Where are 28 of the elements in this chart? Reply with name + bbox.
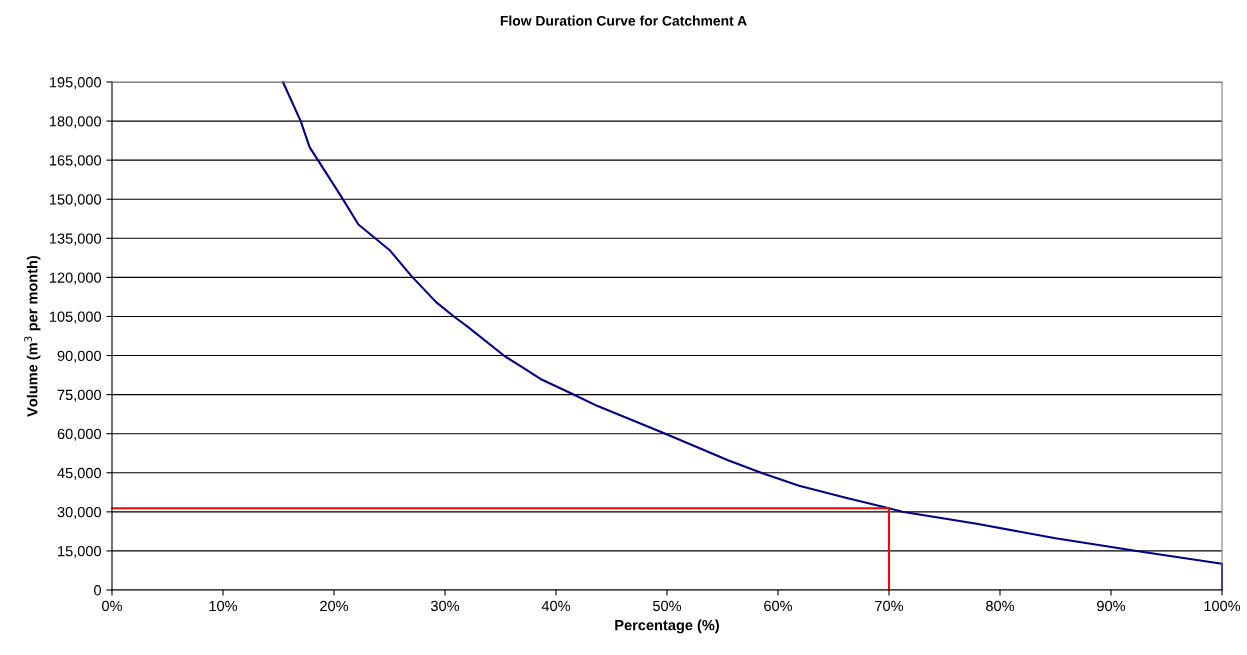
x-tick-label: 0% (102, 600, 123, 612)
y-tick-label: 30,000 (57, 506, 102, 519)
y-tick-label: 180,000 (49, 116, 102, 129)
x-tick-label: 90% (1097, 600, 1126, 612)
y-tick-label: 195,000 (49, 77, 102, 90)
y-tick-label: 0 (94, 585, 102, 596)
x-tick-label: 40% (541, 600, 571, 612)
chart-title: Flow Duration Curve for Catchment A (500, 15, 747, 26)
x-axis-title: Percentage (%) (615, 619, 719, 634)
y-tick-label: 15,000 (58, 546, 102, 559)
x-tick-label: 30% (430, 600, 460, 612)
x-tick-label: 80% (986, 600, 1015, 612)
y-tick-label: 120,000 (49, 272, 102, 285)
x-tick-label: 50% (652, 600, 682, 612)
y-tick-label: 165,000 (49, 155, 102, 168)
x-tick-label: 100% (1204, 600, 1241, 612)
x-tick-label: 20% (320, 600, 349, 612)
y-tick-label: 105,000 (49, 311, 102, 324)
y-tick-label: 90,000 (57, 350, 102, 363)
y-tick-label: 75,000 (57, 389, 102, 402)
y-tick-label: 45,000 (57, 467, 102, 480)
y-tick-label: 150,000 (49, 194, 102, 207)
y-tick-label: 60,000 (57, 428, 102, 441)
x-tick-label: 70% (875, 600, 904, 612)
x-tick-label: 60% (764, 600, 793, 612)
x-tick-label: 10% (209, 600, 238, 612)
y-tick-label: 135,000 (49, 233, 102, 246)
y-axis-title: Volume (m$^{3}$ per month) (24, 255, 41, 417)
